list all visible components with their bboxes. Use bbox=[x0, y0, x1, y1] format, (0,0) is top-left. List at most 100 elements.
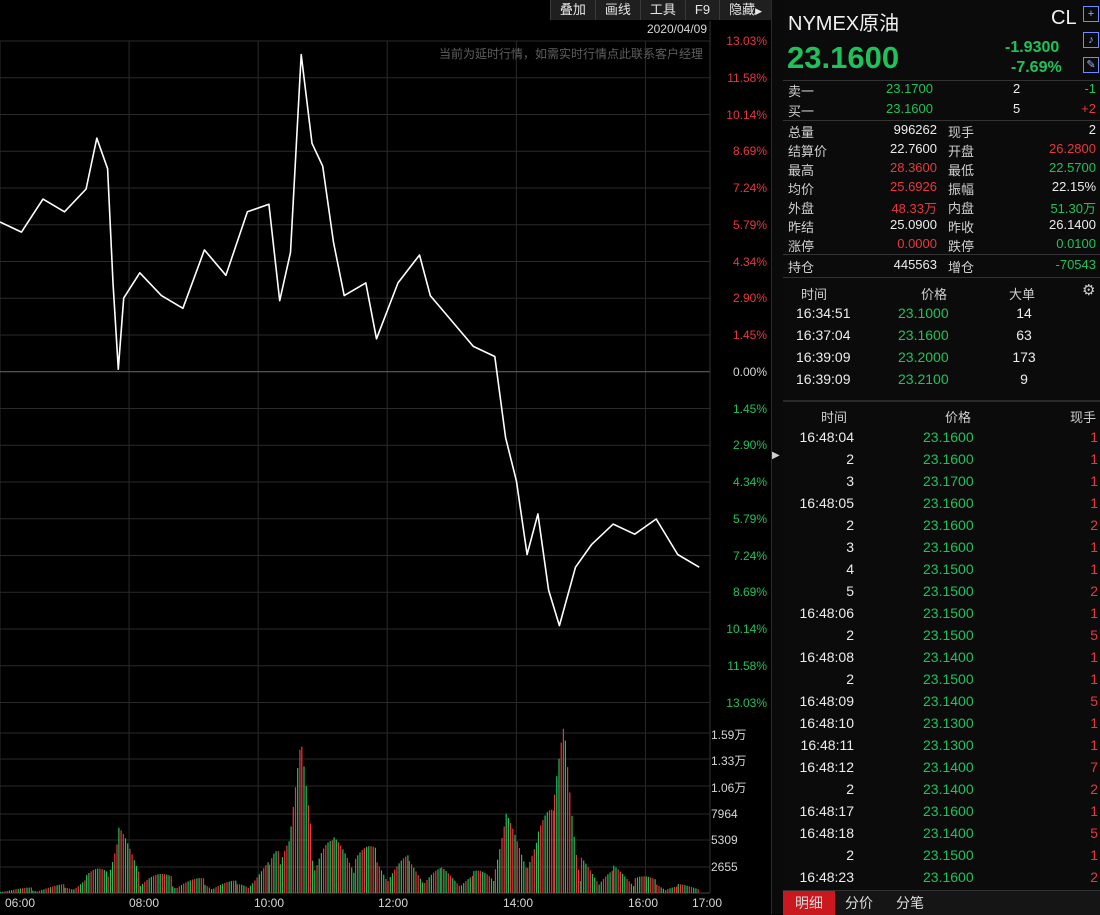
tick-time: 3 bbox=[846, 473, 854, 489]
order-time: 16:34:51 bbox=[796, 305, 851, 321]
time-axis-tick: 12:00 bbox=[378, 896, 409, 910]
intraday-chart[interactable] bbox=[0, 0, 771, 914]
tick-row[interactable]: 16:48:23 23.1600 2 bbox=[783, 868, 1100, 887]
tick-row[interactable]: 2 23.1400 2 bbox=[783, 780, 1100, 799]
big-order-row[interactable]: 16:37:04 23.1600 63 bbox=[783, 326, 1100, 345]
tick-row[interactable]: 3 23.1600 1 bbox=[783, 538, 1100, 557]
intraday-chart-panel[interactable]: 叠加 画线 工具 F9 隐藏▶ 2020/04/09 当前为延时行情，如需实时行… bbox=[0, 0, 771, 914]
price-axis-tick: 11.58% bbox=[727, 658, 767, 673]
tick-row[interactable]: 2 23.1500 1 bbox=[783, 846, 1100, 865]
volume-bar bbox=[544, 815, 546, 893]
tick-row[interactable]: 2 23.1600 2 bbox=[783, 516, 1100, 535]
price-axis-tick: 5.79% bbox=[732, 217, 767, 232]
tick-row[interactable]: 16:48:10 23.1300 1 bbox=[783, 714, 1100, 733]
tab-trades[interactable]: 分笔 bbox=[896, 895, 924, 911]
stat-value: 22.7600 bbox=[890, 141, 937, 156]
alert-bell-icon[interactable]: ♪ bbox=[1083, 32, 1099, 48]
tick-row[interactable]: 16:48:08 23.1400 1 bbox=[783, 648, 1100, 667]
col-price: 价格 bbox=[945, 410, 972, 425]
tick-row[interactable]: 2 23.1600 1 bbox=[783, 450, 1100, 469]
tick-row[interactable]: 2 23.1500 1 bbox=[783, 670, 1100, 689]
hide-label: 隐藏 bbox=[729, 2, 756, 17]
volume-bar bbox=[531, 855, 533, 893]
volume-bar bbox=[191, 879, 194, 893]
volume-bar bbox=[159, 874, 161, 893]
volume-bar bbox=[122, 833, 124, 893]
tick-time: 16:48:09 bbox=[799, 693, 855, 709]
bid-price: 23.1600 bbox=[886, 101, 933, 116]
tab-price-distribution[interactable]: 分价 bbox=[845, 895, 873, 911]
tick-row[interactable]: 3 23.1700 1 bbox=[783, 472, 1100, 491]
volume-bar bbox=[424, 883, 426, 893]
volume-bar bbox=[170, 876, 172, 893]
volume-bar bbox=[71, 889, 73, 893]
volume-bar bbox=[310, 823, 312, 893]
volume-bar bbox=[142, 883, 144, 893]
price-change: -1.9300 bbox=[1005, 39, 1060, 56]
volume-bar bbox=[647, 876, 650, 893]
volume-bar bbox=[636, 877, 639, 893]
delayed-quote-notice[interactable]: 当前为延时行情，如需实时行情点此联系客户经理 bbox=[438, 47, 703, 61]
order-size: 173 bbox=[1012, 349, 1036, 365]
tick-row[interactable]: 5 23.1500 2 bbox=[783, 582, 1100, 601]
tick-row[interactable]: 16:48:17 23.1600 1 bbox=[783, 802, 1100, 821]
stat-value: 25.0900 bbox=[890, 217, 937, 232]
hide-button[interactable]: 隐藏▶ bbox=[719, 0, 771, 20]
volume-bar bbox=[643, 876, 645, 893]
volume-bar bbox=[17, 888, 19, 893]
tick-row[interactable]: 16:48:11 23.1300 1 bbox=[783, 736, 1100, 755]
draw-line-button[interactable]: 画线 bbox=[594, 0, 640, 20]
tick-time: 2 bbox=[846, 627, 854, 643]
volume-bar bbox=[118, 827, 120, 893]
volume-bar bbox=[467, 879, 469, 893]
tick-qty: 2 bbox=[1090, 781, 1098, 797]
volume-bar bbox=[573, 836, 575, 893]
volume-bar bbox=[359, 852, 361, 893]
volume-bar bbox=[521, 854, 523, 893]
tick-qty: 1 bbox=[1090, 803, 1098, 819]
overlay-button[interactable]: 叠加 bbox=[549, 0, 595, 20]
big-order-row[interactable]: 16:39:09 23.2100 9 bbox=[783, 370, 1100, 389]
bid-row: 买一 23.1600 5 +2 bbox=[783, 100, 1100, 119]
volume-bar bbox=[258, 874, 260, 893]
edit-note-icon[interactable]: ✎ bbox=[1083, 57, 1099, 73]
settings-gear-icon[interactable]: ⚙ bbox=[1082, 282, 1096, 299]
volume-bar bbox=[658, 886, 660, 893]
volume-bar bbox=[292, 806, 294, 893]
tick-row[interactable]: 16:48:06 23.1500 1 bbox=[783, 604, 1100, 623]
tick-row[interactable]: 16:48:12 23.1400 7 bbox=[783, 758, 1100, 777]
tick-row[interactable]: 16:48:05 23.1600 1 bbox=[783, 494, 1100, 513]
volume-bar bbox=[146, 879, 148, 893]
tick-row[interactable]: 16:48:04 23.1600 1 bbox=[783, 428, 1100, 447]
tools-button[interactable]: 工具 bbox=[639, 0, 685, 20]
tick-row[interactable]: 16:48:18 23.1400 5 bbox=[783, 824, 1100, 843]
add-watchlist-icon[interactable]: + bbox=[1083, 6, 1099, 22]
volume-bar bbox=[43, 889, 45, 893]
divider bbox=[783, 120, 1100, 121]
volume-bar bbox=[405, 856, 407, 893]
volume-bar bbox=[383, 874, 385, 893]
tick-time: 2 bbox=[846, 847, 854, 863]
volume-bar bbox=[514, 834, 516, 893]
panel-divider[interactable] bbox=[771, 0, 784, 914]
tick-row[interactable]: 4 23.1500 1 bbox=[783, 560, 1100, 579]
big-order-row[interactable]: 16:39:09 23.2000 173 bbox=[783, 348, 1100, 367]
tab-detail[interactable]: 明细 bbox=[783, 891, 835, 915]
volume-bar bbox=[316, 865, 318, 893]
volume-bar bbox=[380, 870, 383, 893]
f9-button[interactable]: F9 bbox=[684, 0, 720, 20]
tick-row[interactable]: 2 23.1500 5 bbox=[783, 626, 1100, 645]
volume-bar bbox=[454, 880, 456, 893]
stat-label: 涨停 bbox=[788, 239, 815, 254]
tick-price: 23.1600 bbox=[923, 517, 974, 533]
volume-bar bbox=[247, 887, 249, 893]
ask-price: 23.1700 bbox=[886, 81, 933, 96]
volume-bar bbox=[6, 891, 8, 893]
collapse-arrow-icon[interactable]: ▶ bbox=[772, 450, 780, 461]
big-order-row[interactable]: 16:34:51 23.1000 14 bbox=[783, 304, 1100, 323]
volume-bar bbox=[607, 874, 609, 893]
volume-bar bbox=[684, 885, 686, 893]
volume-bar bbox=[613, 865, 615, 893]
tick-time: 2 bbox=[846, 517, 854, 533]
tick-row[interactable]: 16:48:09 23.1400 5 bbox=[783, 692, 1100, 711]
